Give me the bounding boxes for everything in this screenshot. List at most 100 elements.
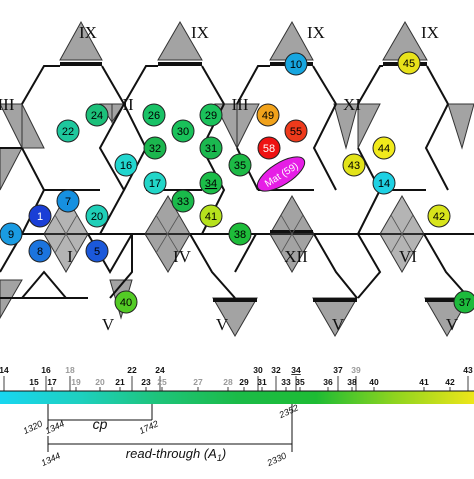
marker-label: 30 xyxy=(177,126,189,138)
roman-labels: IX IX IX IX III II III XI I IV XII VI V … xyxy=(0,23,459,334)
sequence-scale: 14 16 18 22 24 30 32 34 37 39 43 15 17 19 20 21 23 25 27 2… xyxy=(0,365,474,404)
marker-label: 16 xyxy=(120,160,132,172)
residue-marker-7: 7 xyxy=(56,189,80,213)
marker-label: 29 xyxy=(205,110,217,122)
residue-marker-45: 45 xyxy=(397,51,421,75)
label-iv: IV xyxy=(173,247,192,266)
label-vi: VI xyxy=(399,247,417,266)
marker-circle xyxy=(56,189,80,213)
label-v-3: V xyxy=(332,315,345,334)
residue-marker-40: 40 xyxy=(114,290,138,314)
marker-circle xyxy=(199,136,223,160)
lower-tick-labels: 15 17 19 20 21 23 25 27 28 29 31 33 35 36 38 40 41 42 xyxy=(29,377,455,391)
scale-tick-label-30: 30 xyxy=(253,365,263,375)
marker-label: 31 xyxy=(205,143,217,155)
scale-tick-label-31: 31 xyxy=(257,377,267,387)
residue-marker-5: 5 xyxy=(85,239,109,263)
res-1344b: 1344 xyxy=(40,451,62,469)
label-xii: XII xyxy=(284,247,308,266)
scale-tick-label-28: 28 xyxy=(223,377,233,387)
marker-circle xyxy=(28,204,52,228)
marker-circle xyxy=(85,103,109,127)
label-iii-1: III xyxy=(0,95,15,114)
res-1344a: 1344 xyxy=(44,419,66,437)
residue-marker-33: 33 xyxy=(171,189,195,213)
residue-marker-55: 55 xyxy=(284,119,308,143)
triangle-mid-b xyxy=(0,147,23,191)
marker-label: 9 xyxy=(8,229,14,241)
label-v-1: V xyxy=(102,315,115,334)
marker-circle xyxy=(284,52,308,76)
marker-circle xyxy=(284,119,308,143)
marker-circle xyxy=(85,239,109,263)
residue-marker-1: 1 xyxy=(28,204,52,228)
marker-circle xyxy=(372,136,396,160)
marker-circle xyxy=(228,222,252,246)
marker-label: 26 xyxy=(148,110,160,122)
edge-n xyxy=(312,103,337,191)
scale-tick-label-23: 23 xyxy=(141,377,151,387)
marker-label: 58 xyxy=(263,143,275,155)
marker-circle xyxy=(85,204,109,228)
res-2330: 2330 xyxy=(265,451,288,469)
marker-circle xyxy=(427,204,451,228)
marker-label: 35 xyxy=(234,160,246,172)
scale-tick-label-16: 16 xyxy=(41,365,51,375)
edge-g xyxy=(357,65,383,105)
triangle-mid-i xyxy=(357,103,381,149)
residue-marker-22: 22 xyxy=(56,119,80,143)
label-iii-2: III xyxy=(232,95,249,114)
scale-tick-label-32: 32 xyxy=(271,365,281,375)
readthrough-label: read-through (A1) xyxy=(126,446,226,463)
scale-tick-label-40: 40 xyxy=(369,377,379,387)
mat-ellipse xyxy=(256,156,306,192)
marker-label: 55 xyxy=(290,126,302,138)
marker-circle xyxy=(257,136,281,160)
triangle-mid-h xyxy=(333,103,359,150)
label-ix-3: IX xyxy=(307,23,325,42)
marker-circle xyxy=(256,103,280,127)
marker-label: 38 xyxy=(234,229,246,241)
residue-marker-31: 31 xyxy=(199,136,223,160)
res-1742: 1742 xyxy=(138,419,160,437)
triangle-top-1 xyxy=(59,20,103,61)
marker-label: 41 xyxy=(205,211,217,223)
edge-y xyxy=(189,233,236,299)
residue-marker-24: 24 xyxy=(85,103,109,127)
edge-h xyxy=(426,65,449,105)
scale-tick-label-36: 36 xyxy=(323,377,333,387)
marker-circle xyxy=(453,290,474,314)
scale-tick-label-24: 24 xyxy=(155,365,165,375)
marker-label: 40 xyxy=(120,297,132,309)
label-ix-1: IX xyxy=(79,23,97,42)
marker-label: 43 xyxy=(348,160,360,172)
marker-label: 1 xyxy=(37,211,43,223)
scale-tick-label-17: 17 xyxy=(47,377,57,387)
residue-marker-32: 32 xyxy=(143,136,167,160)
marker-label: 14 xyxy=(378,178,390,190)
triangle-mid-c xyxy=(21,103,45,149)
label-v-2: V xyxy=(216,315,229,334)
edge-j xyxy=(98,103,126,235)
scale-tick-label-18: 18 xyxy=(65,365,75,375)
marker-label: 49 xyxy=(262,110,274,122)
edge-c xyxy=(123,65,158,105)
hex-spokes xyxy=(44,214,424,254)
marker-circle xyxy=(0,222,23,246)
marker-label: 17 xyxy=(149,178,161,190)
scale-bar xyxy=(0,391,474,404)
residue-marker-49: 49 xyxy=(256,103,280,127)
edge-ab xyxy=(423,233,470,299)
residue-marker-30: 30 xyxy=(171,119,195,143)
scale-tick-label-37: 37 xyxy=(333,365,343,375)
residue-marker-8: 8 xyxy=(28,239,52,263)
edge-f xyxy=(312,65,337,105)
residue-marker-58: 58 xyxy=(257,136,281,160)
residue-marker-37: 37 xyxy=(453,290,474,314)
edge-aa xyxy=(313,233,358,299)
scale-tick-label-15: 15 xyxy=(29,377,39,387)
scale-tick-label-33: 33 xyxy=(281,377,291,387)
